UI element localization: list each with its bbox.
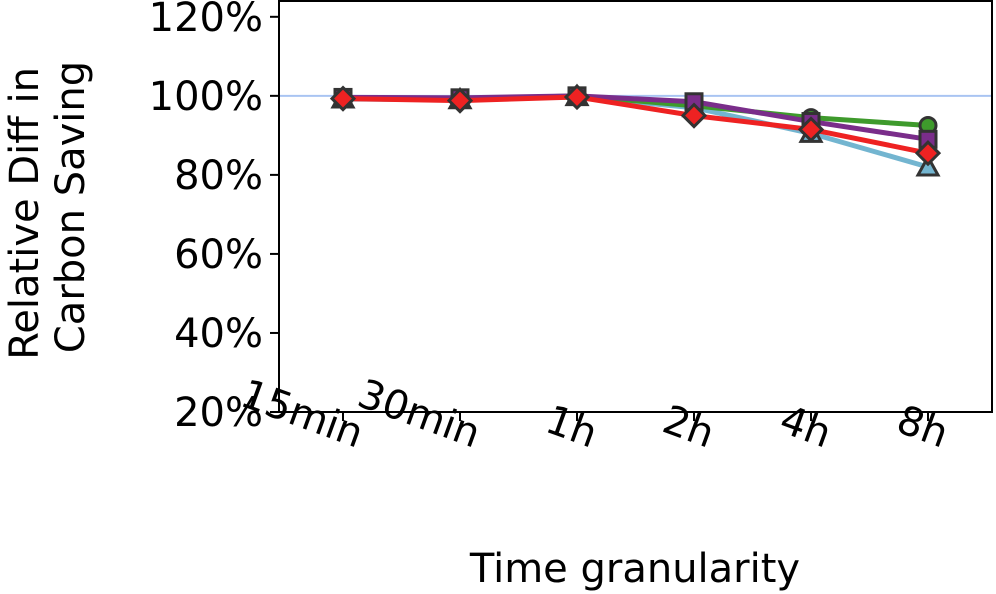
x-tick-label: 2h [657, 397, 720, 458]
y-tick-label: 20% [174, 390, 263, 436]
y-tick-label: 60% [174, 232, 263, 278]
y-tick-label: 120% [149, 0, 263, 41]
y-tick-label: 100% [149, 74, 263, 120]
data-point-diamond [914, 140, 942, 167]
x-axis-label: Time granularity [469, 546, 800, 592]
data-point-diamond [329, 85, 357, 112]
y-axis: 20% 40% 60% 80% 100% 120% [149, 0, 279, 436]
data-point-diamond [563, 83, 591, 111]
y-tick-label: 40% [174, 311, 263, 357]
series-layer [329, 83, 942, 177]
y-axis-label: Relative Diff in Carbon Saving [2, 54, 94, 359]
series-line [342, 94, 929, 156]
x-tick-label: 8h [891, 397, 954, 458]
data-point-diamond [797, 116, 825, 143]
y-axis-label-line-1: Relative Diff in [2, 67, 48, 360]
x-tick-label: 4h [774, 397, 837, 458]
data-point-diamond [446, 87, 474, 114]
plot-frame [278, 0, 993, 413]
x-tick-label: 1h [540, 397, 603, 458]
y-axis-label-line-2: Carbon Saving [48, 61, 94, 353]
x-tick-label: 15min [235, 371, 369, 457]
series-diamond [329, 83, 942, 167]
x-tick-label: 30min [352, 371, 486, 457]
y-tick-label: 80% [174, 153, 263, 199]
data-point-diamond [680, 102, 708, 129]
series-line [342, 93, 929, 142]
